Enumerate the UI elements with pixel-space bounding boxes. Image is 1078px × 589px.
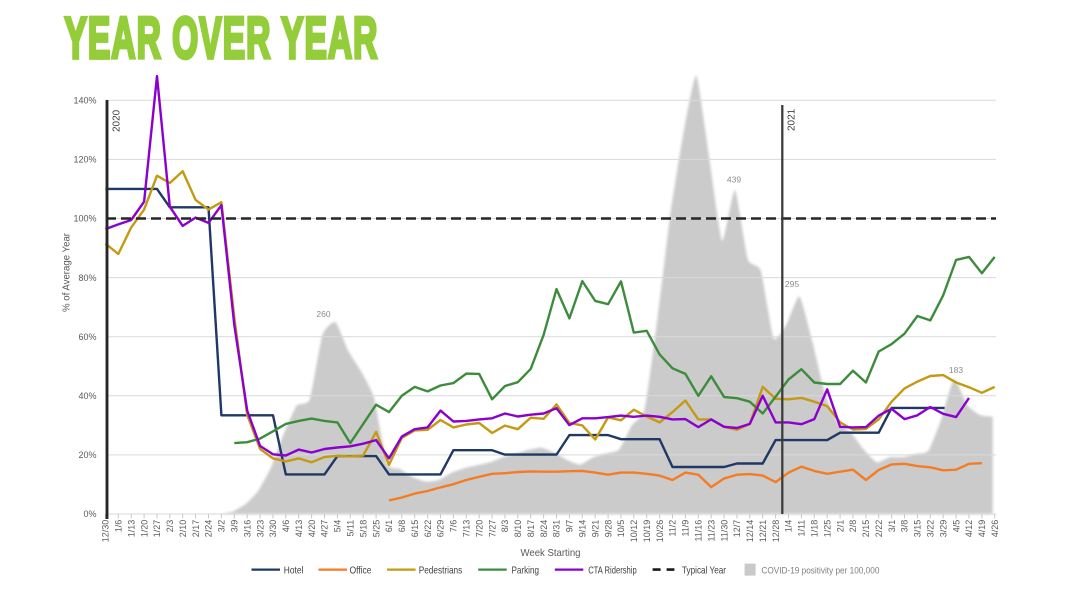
svg-text:11/30: 11/30 bbox=[719, 520, 729, 542]
svg-text:3/1: 3/1 bbox=[887, 520, 897, 533]
svg-text:1/18: 1/18 bbox=[810, 520, 820, 538]
svg-text:80%: 80% bbox=[78, 273, 96, 283]
svg-text:Typical Year: Typical Year bbox=[682, 565, 726, 576]
svg-text:5/11: 5/11 bbox=[346, 520, 356, 537]
svg-text:2/8: 2/8 bbox=[848, 520, 858, 533]
svg-text:60%: 60% bbox=[78, 332, 96, 342]
svg-text:260: 260 bbox=[316, 309, 330, 319]
svg-text:% of Average Year: % of Average Year bbox=[62, 232, 73, 312]
svg-text:4/20: 4/20 bbox=[307, 520, 317, 538]
svg-text:1/6: 1/6 bbox=[114, 520, 124, 533]
svg-text:4/26: 4/26 bbox=[990, 520, 1000, 538]
svg-text:1/4: 1/4 bbox=[784, 520, 794, 533]
svg-text:3/2: 3/2 bbox=[217, 520, 227, 533]
svg-text:6/15: 6/15 bbox=[410, 520, 420, 538]
svg-text:40%: 40% bbox=[78, 391, 96, 401]
svg-text:7/6: 7/6 bbox=[449, 520, 459, 533]
svg-text:Office: Office bbox=[350, 565, 372, 576]
svg-text:CTA Ridership: CTA Ridership bbox=[588, 565, 637, 576]
svg-text:12/14: 12/14 bbox=[745, 520, 755, 543]
svg-text:3/15: 3/15 bbox=[913, 520, 923, 538]
svg-text:6/22: 6/22 bbox=[423, 520, 433, 538]
svg-text:2/10: 2/10 bbox=[178, 520, 188, 538]
svg-text:6/29: 6/29 bbox=[436, 520, 446, 538]
svg-text:4/6: 4/6 bbox=[281, 520, 291, 533]
svg-text:20%: 20% bbox=[78, 450, 96, 460]
svg-text:1/25: 1/25 bbox=[822, 520, 832, 538]
svg-text:3/9: 3/9 bbox=[230, 520, 240, 533]
svg-text:1/11: 1/11 bbox=[797, 520, 807, 537]
svg-text:10/26: 10/26 bbox=[655, 520, 665, 543]
svg-text:7/27: 7/27 bbox=[487, 520, 497, 538]
svg-text:12/21: 12/21 bbox=[758, 520, 768, 543]
svg-text:2020: 2020 bbox=[111, 109, 122, 132]
svg-text:3/8: 3/8 bbox=[900, 520, 910, 533]
svg-text:12/30: 12/30 bbox=[101, 520, 111, 543]
svg-text:2/1: 2/1 bbox=[835, 520, 845, 533]
svg-text:120%: 120% bbox=[73, 155, 96, 165]
svg-text:5/4: 5/4 bbox=[333, 520, 343, 533]
svg-text:3/30: 3/30 bbox=[268, 520, 278, 538]
svg-text:10/12: 10/12 bbox=[629, 520, 639, 543]
svg-text:100%: 100% bbox=[73, 214, 96, 224]
svg-text:0%: 0% bbox=[83, 509, 96, 519]
svg-text:10/5: 10/5 bbox=[616, 520, 626, 538]
svg-text:12/28: 12/28 bbox=[771, 520, 781, 543]
svg-text:Parking: Parking bbox=[512, 565, 540, 576]
svg-text:11/16: 11/16 bbox=[694, 520, 704, 542]
svg-text:4/13: 4/13 bbox=[294, 520, 304, 538]
svg-text:11/9: 11/9 bbox=[681, 520, 691, 537]
svg-text:9/28: 9/28 bbox=[603, 520, 613, 538]
svg-text:6/1: 6/1 bbox=[384, 520, 394, 533]
svg-text:2/22: 2/22 bbox=[874, 520, 884, 538]
svg-text:3/23: 3/23 bbox=[255, 520, 265, 538]
svg-text:4/12: 4/12 bbox=[964, 520, 974, 538]
svg-text:3/16: 3/16 bbox=[242, 520, 252, 538]
svg-text:1/20: 1/20 bbox=[139, 520, 149, 538]
svg-text:4/19: 4/19 bbox=[977, 520, 987, 538]
svg-text:140%: 140% bbox=[73, 96, 96, 106]
svg-text:9/21: 9/21 bbox=[590, 520, 600, 538]
svg-text:COVID-19 positivity per 100,00: COVID-19 positivity per 100,000 bbox=[761, 565, 879, 576]
svg-text:12/7: 12/7 bbox=[732, 520, 742, 538]
svg-text:4/5: 4/5 bbox=[951, 520, 961, 533]
svg-text:5/25: 5/25 bbox=[371, 520, 381, 538]
svg-text:8/24: 8/24 bbox=[539, 520, 549, 538]
svg-text:1/13: 1/13 bbox=[126, 520, 136, 538]
svg-text:7/20: 7/20 bbox=[474, 520, 484, 538]
svg-text:Week Starting: Week Starting bbox=[521, 548, 581, 559]
svg-text:Hotel: Hotel bbox=[284, 565, 304, 576]
svg-text:2/3: 2/3 bbox=[165, 520, 175, 533]
svg-text:11/2: 11/2 bbox=[668, 520, 678, 537]
svg-text:8/31: 8/31 bbox=[552, 520, 562, 538]
svg-text:8/3: 8/3 bbox=[500, 520, 510, 533]
svg-text:439: 439 bbox=[727, 175, 741, 185]
svg-text:Pedestrians: Pedestrians bbox=[419, 565, 463, 576]
svg-text:2021: 2021 bbox=[787, 108, 798, 131]
svg-text:3/29: 3/29 bbox=[938, 520, 948, 538]
svg-text:6/8: 6/8 bbox=[397, 520, 407, 533]
svg-text:1/27: 1/27 bbox=[152, 520, 162, 538]
svg-text:7/13: 7/13 bbox=[462, 520, 472, 538]
svg-text:11/23: 11/23 bbox=[706, 520, 716, 542]
svg-text:9/14: 9/14 bbox=[578, 520, 588, 538]
svg-text:8/10: 8/10 bbox=[513, 520, 523, 538]
svg-text:4/27: 4/27 bbox=[320, 520, 330, 538]
svg-text:8/17: 8/17 bbox=[526, 520, 536, 538]
svg-text:5/18: 5/18 bbox=[358, 520, 368, 538]
svg-text:2/24: 2/24 bbox=[204, 520, 214, 538]
svg-text:183: 183 bbox=[949, 365, 963, 375]
svg-text:YEAR OVER YEAR: YEAR OVER YEAR bbox=[65, 7, 379, 72]
svg-text:9/7: 9/7 bbox=[565, 520, 575, 533]
svg-text:2/17: 2/17 bbox=[191, 520, 201, 538]
svg-text:2/15: 2/15 bbox=[861, 520, 871, 538]
svg-text:3/22: 3/22 bbox=[926, 520, 936, 538]
svg-text:295: 295 bbox=[785, 279, 799, 289]
svg-text:10/19: 10/19 bbox=[642, 520, 652, 543]
